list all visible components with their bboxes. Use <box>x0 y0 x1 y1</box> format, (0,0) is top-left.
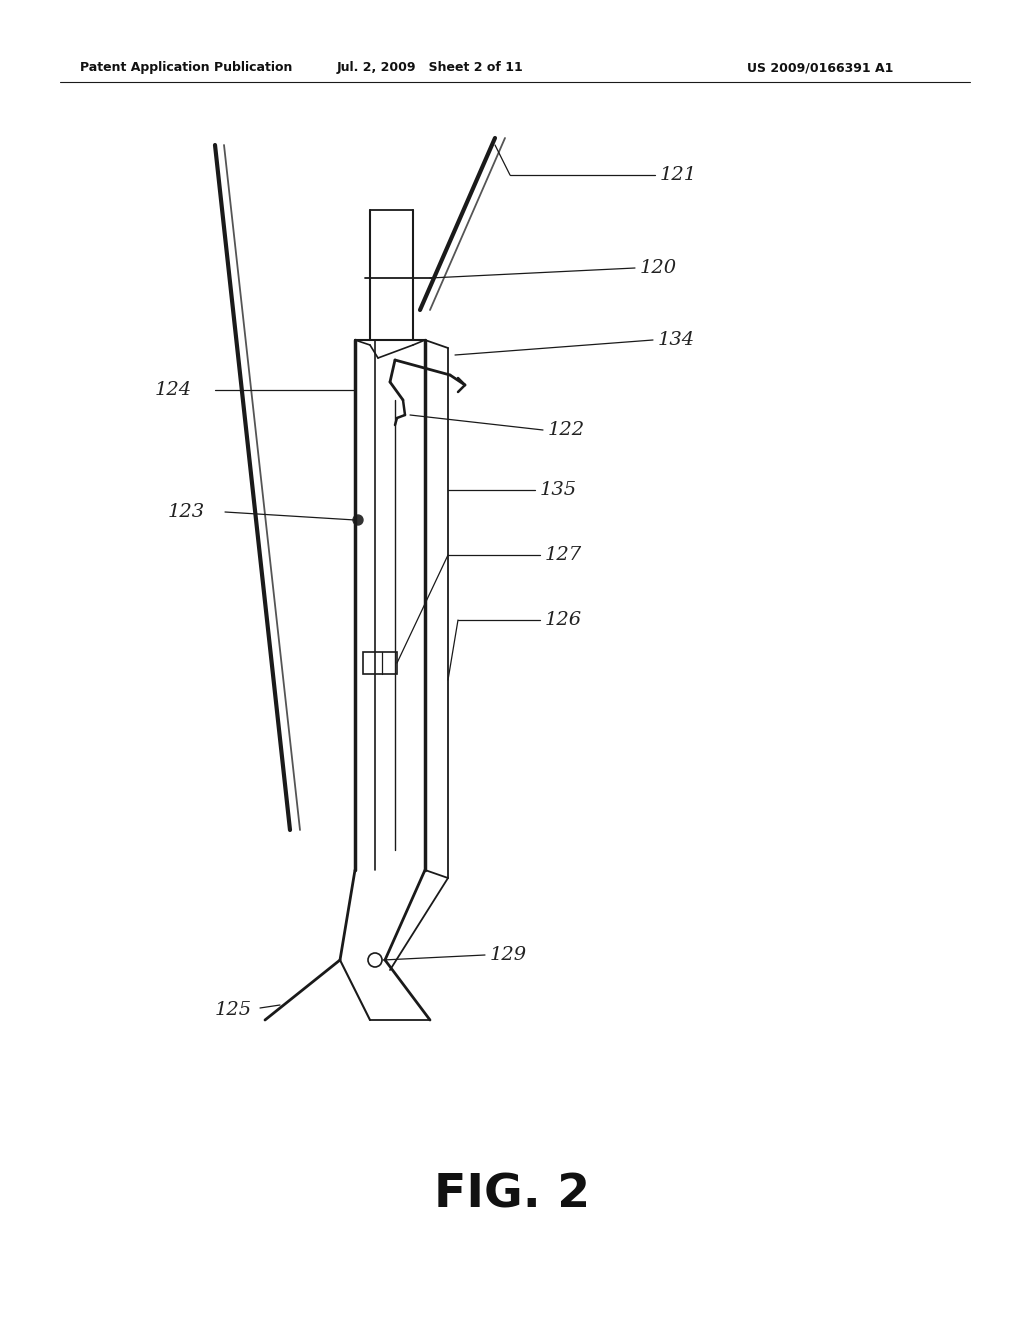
Text: 122: 122 <box>548 421 585 440</box>
Circle shape <box>353 515 362 525</box>
Text: 121: 121 <box>660 166 697 183</box>
Text: 120: 120 <box>640 259 677 277</box>
Text: 123: 123 <box>168 503 205 521</box>
Text: 124: 124 <box>155 381 193 399</box>
Text: Jul. 2, 2009   Sheet 2 of 11: Jul. 2, 2009 Sheet 2 of 11 <box>337 62 523 74</box>
Text: US 2009/0166391 A1: US 2009/0166391 A1 <box>746 62 893 74</box>
Text: 134: 134 <box>658 331 695 348</box>
Text: 129: 129 <box>490 946 527 964</box>
Text: Patent Application Publication: Patent Application Publication <box>80 62 293 74</box>
Text: 127: 127 <box>545 546 582 564</box>
Bar <box>362 652 397 675</box>
Text: 126: 126 <box>545 611 582 630</box>
Text: 125: 125 <box>215 1001 252 1019</box>
Text: 135: 135 <box>540 480 578 499</box>
Text: FIG. 2: FIG. 2 <box>434 1172 590 1217</box>
